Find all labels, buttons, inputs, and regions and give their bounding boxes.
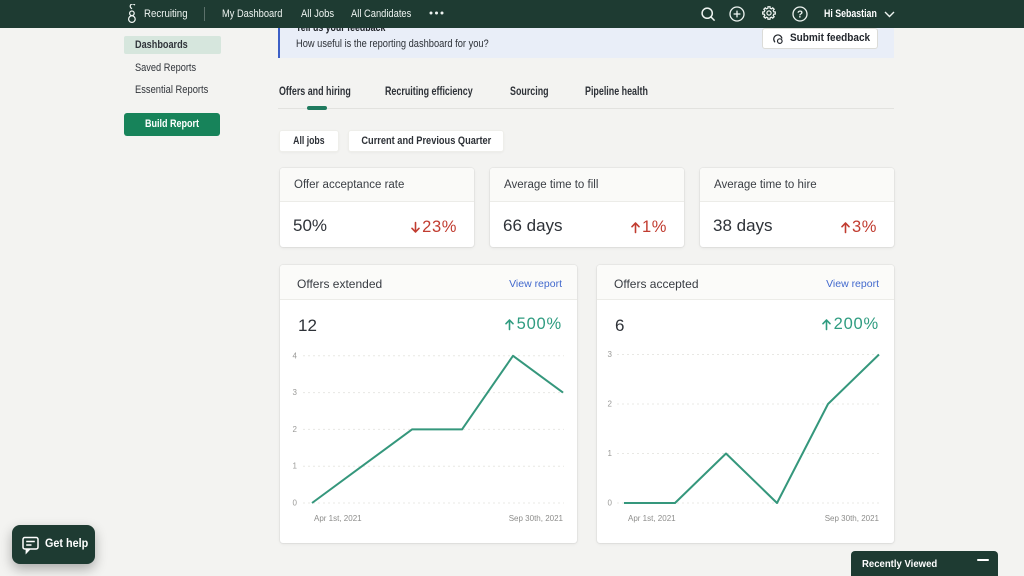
- svg-text:3: 3: [293, 388, 298, 397]
- svg-text:1: 1: [608, 449, 613, 458]
- svg-text:Apr 1st, 2021: Apr 1st, 2021: [314, 514, 362, 523]
- svg-text:?: ?: [797, 10, 803, 21]
- svg-text:Sep 30th, 2021: Sep 30th, 2021: [825, 514, 880, 523]
- svg-text:0: 0: [293, 499, 298, 508]
- svg-text:4: 4: [293, 351, 298, 360]
- svg-text:Apr 1st, 2021: Apr 1st, 2021: [628, 514, 676, 523]
- svg-text:2: 2: [608, 400, 613, 409]
- svg-text:0: 0: [608, 499, 613, 508]
- svg-text:2: 2: [293, 425, 298, 434]
- svg-text:3: 3: [608, 350, 613, 359]
- svg-text:1: 1: [293, 462, 298, 471]
- svg-text:Sep 30th, 2021: Sep 30th, 2021: [509, 514, 564, 523]
